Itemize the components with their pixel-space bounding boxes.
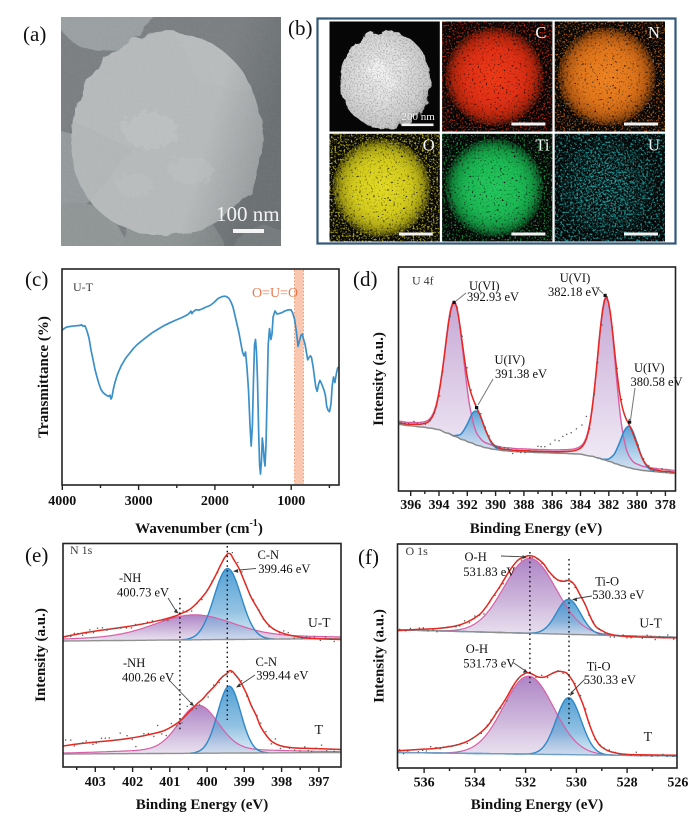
- svg-text:T: T: [644, 730, 653, 745]
- svg-text:4000: 4000: [48, 494, 76, 509]
- svg-text:400: 400: [197, 775, 218, 790]
- svg-text:382: 382: [598, 498, 619, 513]
- svg-text:100 nm: 100 nm: [216, 202, 280, 226]
- svg-text:Transmittance (%): Transmittance (%): [36, 316, 52, 438]
- svg-text:U(VI): U(VI): [469, 279, 500, 293]
- svg-text:O-H: O-H: [465, 550, 487, 564]
- svg-text:Ti-O: Ti-O: [595, 575, 619, 589]
- svg-text:532: 532: [515, 776, 536, 791]
- svg-text:530: 530: [566, 776, 587, 791]
- svg-text:531.83 eV: 531.83 eV: [463, 565, 515, 579]
- svg-text:530.33 eV: 530.33 eV: [592, 588, 644, 602]
- svg-text:O-H: O-H: [466, 642, 488, 656]
- svg-text:386: 386: [542, 498, 563, 513]
- svg-text:U 4f: U 4f: [412, 274, 434, 288]
- svg-text:Intensity (a.u.): Intensity (a.u.): [371, 332, 387, 426]
- svg-text:(f): (f): [358, 545, 379, 569]
- svg-text:1000: 1000: [277, 494, 305, 509]
- svg-text:380.58 eV: 380.58 eV: [631, 375, 683, 389]
- svg-text:528: 528: [617, 776, 638, 791]
- svg-text:396: 396: [400, 498, 421, 513]
- svg-text:U-T: U-T: [639, 616, 662, 631]
- svg-text:399.44 eV: 399.44 eV: [256, 669, 308, 683]
- svg-text:C: C: [535, 23, 546, 42]
- svg-text:400.73 eV: 400.73 eV: [117, 586, 169, 600]
- svg-text:Intensity (a.u.): Intensity (a.u.): [33, 608, 49, 702]
- svg-text:Binding Energy (eV): Binding Energy (eV): [470, 521, 603, 537]
- svg-text:3000: 3000: [125, 494, 153, 509]
- svg-text:536: 536: [414, 776, 435, 791]
- svg-text:U: U: [648, 135, 660, 154]
- svg-text:U(VI): U(VI): [560, 271, 591, 285]
- svg-text:392: 392: [457, 498, 478, 513]
- svg-text:Ti-O: Ti-O: [587, 660, 611, 674]
- svg-text:Binding Energy (eV): Binding Energy (eV): [136, 797, 269, 813]
- svg-text:N: N: [648, 23, 660, 42]
- svg-text:(c): (c): [25, 267, 48, 291]
- svg-text:O 1s: O 1s: [406, 544, 429, 558]
- svg-text:400.26 eV: 400.26 eV: [122, 671, 174, 685]
- svg-text:398: 398: [271, 775, 292, 790]
- svg-text:-NH: -NH: [119, 571, 141, 585]
- svg-text:N 1s: N 1s: [70, 543, 93, 557]
- svg-text:530.33 eV: 530.33 eV: [584, 673, 636, 687]
- svg-text:531.73 eV: 531.73 eV: [463, 656, 515, 670]
- svg-text:(d): (d): [353, 267, 378, 291]
- svg-text:C-N: C-N: [258, 548, 280, 562]
- svg-text:403: 403: [85, 775, 106, 790]
- svg-text:Wavenumber (cm-1): Wavenumber (cm-1): [135, 518, 263, 537]
- svg-text:401: 401: [159, 775, 180, 790]
- svg-text:U-T: U-T: [73, 280, 94, 294]
- svg-text:-NH: -NH: [123, 656, 145, 670]
- svg-text:378: 378: [655, 498, 676, 513]
- svg-text:392.93 eV: 392.93 eV: [467, 290, 519, 304]
- svg-text:397: 397: [308, 775, 329, 790]
- svg-text:399.46 eV: 399.46 eV: [258, 562, 310, 576]
- svg-text:(b): (b): [288, 16, 313, 40]
- svg-text:380: 380: [627, 498, 648, 513]
- svg-text:Binding Energy (eV): Binding Energy (eV): [471, 797, 604, 813]
- svg-text:388: 388: [513, 498, 534, 513]
- svg-text:O=U=O: O=U=O: [252, 286, 298, 301]
- svg-text:2000: 2000: [201, 494, 229, 509]
- svg-text:402: 402: [122, 775, 143, 790]
- svg-text:U(IV): U(IV): [634, 361, 665, 375]
- svg-text:C-N: C-N: [256, 655, 278, 669]
- svg-text:394: 394: [429, 498, 450, 513]
- svg-text:390: 390: [485, 498, 506, 513]
- svg-text:526: 526: [667, 776, 688, 791]
- svg-text:391.38 eV: 391.38 eV: [495, 367, 547, 381]
- svg-text:(e): (e): [25, 543, 48, 567]
- svg-text:Ti: Ti: [535, 135, 549, 154]
- svg-text:200 nm: 200 nm: [402, 111, 436, 123]
- svg-text:O: O: [423, 135, 435, 154]
- svg-text:(a): (a): [23, 22, 46, 46]
- svg-text:Intensity (a.u.): Intensity (a.u.): [372, 609, 388, 703]
- svg-text:384: 384: [570, 498, 591, 513]
- svg-text:399: 399: [234, 775, 255, 790]
- svg-text:382.18 eV: 382.18 eV: [548, 285, 600, 299]
- svg-text:T: T: [315, 723, 324, 738]
- svg-text:U-T: U-T: [308, 615, 331, 630]
- svg-text:534: 534: [464, 776, 485, 791]
- svg-text:U(IV): U(IV): [495, 353, 526, 367]
